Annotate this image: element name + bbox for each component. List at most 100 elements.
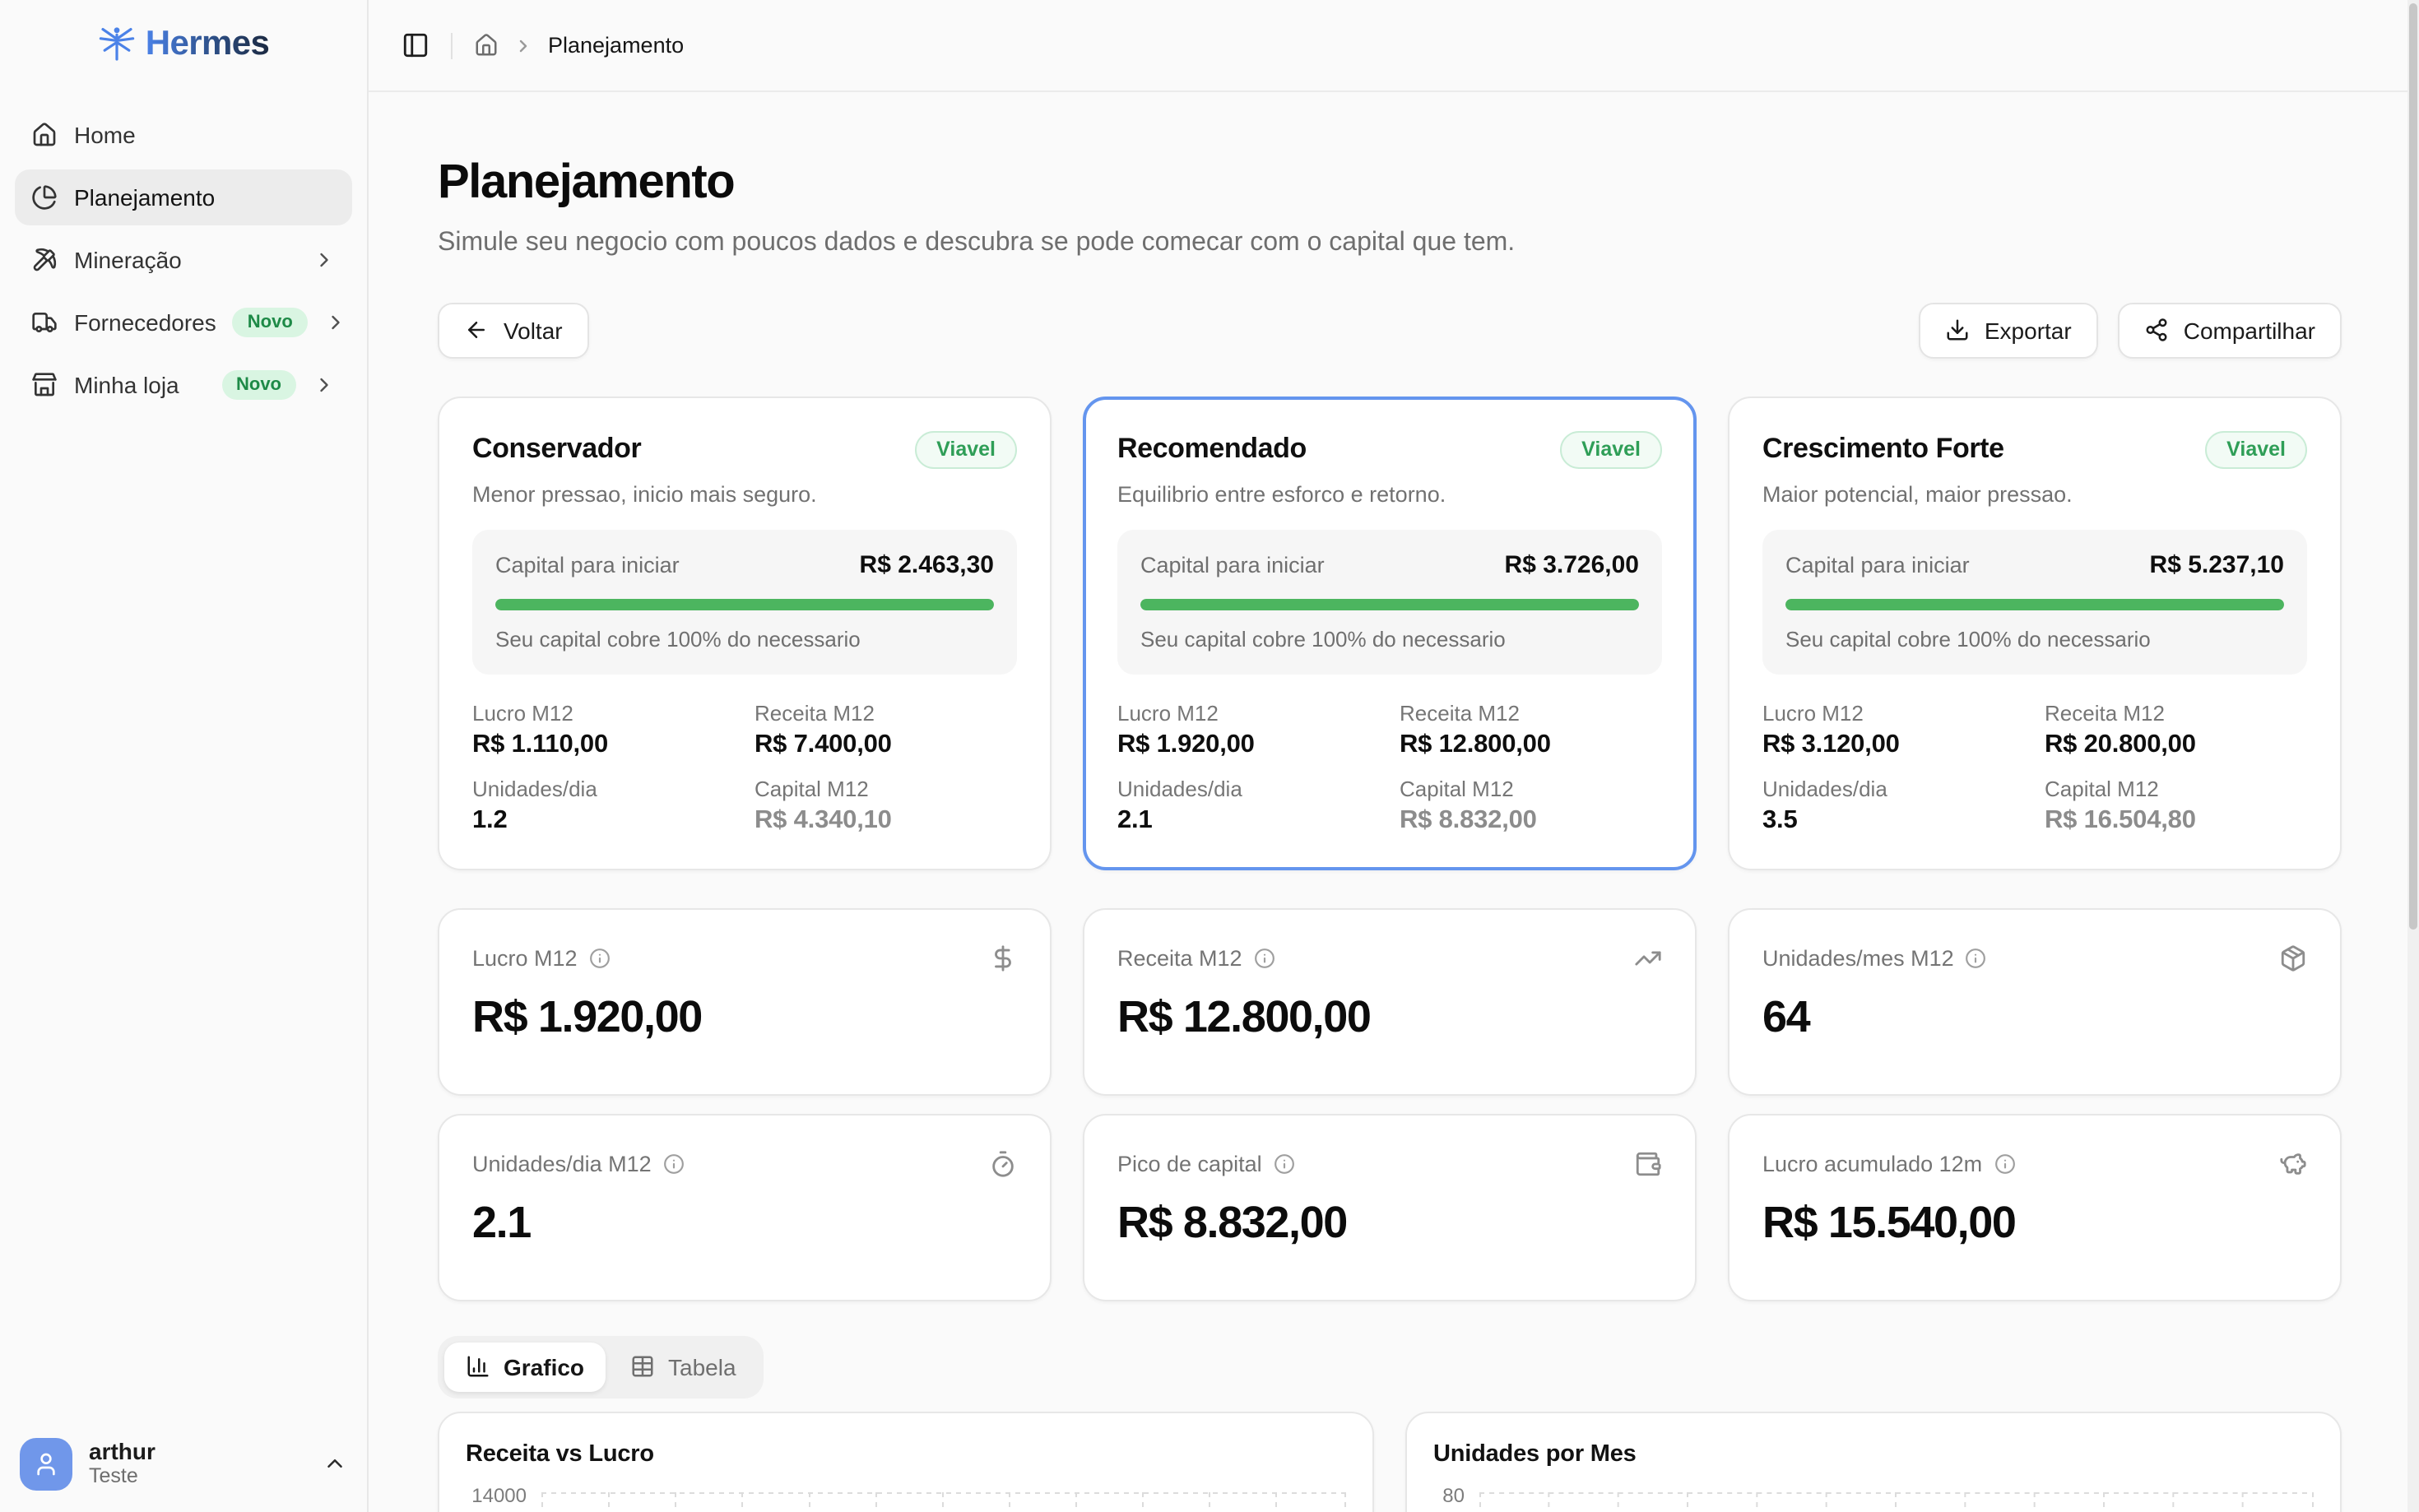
info-icon[interactable] [1966,948,1987,969]
stat-value: 2.1 [1117,805,1153,834]
stat: Unidades/dia 2.1 [1117,777,1380,836]
stat-label: Receita M12 [754,700,875,726]
timer-icon [989,1150,1017,1178]
chart-plot [1479,1491,2314,1512]
share-button[interactable]: Compartilhar [2117,302,2342,359]
capital-box: Capital para iniciar R$ 3.726,00 Seu cap… [1117,529,1662,675]
capital-label: Capital para iniciar [1785,552,1970,577]
stat-value: R$ 4.340,10 [754,805,892,834]
metric-value: 2.1 [472,1197,532,1247]
share-button-label: Compartilhar [2183,317,2315,344]
info-icon[interactable] [1254,948,1275,969]
metric-value: R$ 12.800,00 [1117,991,1372,1041]
capital-progress-bar [1785,598,2284,610]
user-menu[interactable]: arthur Teste [20,1437,347,1491]
scrollbar-thumb[interactable] [2409,3,2417,930]
chevron-right-icon [313,373,336,397]
info-icon[interactable] [1274,1153,1295,1175]
chart-title: Unidades por Mes [1433,1440,1637,1468]
user-icon [33,1451,59,1477]
piggy-bank-icon [2279,1150,2307,1178]
chart-column-icon [466,1355,490,1380]
chart-plot-area: 80 [1433,1486,2314,1512]
stat: Receita M12 R$ 12.800,00 [1400,701,1662,760]
sidebar-toggle-button[interactable] [402,31,429,59]
stat-value: 3.5 [1762,805,1798,834]
sidebar-item-label: Minha loja [74,372,179,398]
info-icon[interactable] [1994,1153,2015,1175]
actions-right: Exportar Compartilhar [1918,302,2342,359]
back-button[interactable]: Voltar [438,302,589,359]
export-button[interactable]: Exportar [1918,302,2098,359]
brand-logo: Hermes [0,0,367,84]
sidebar-item-planejamento[interactable]: Planejamento [15,169,352,225]
capital-progress-fill [1140,598,1639,610]
y-axis-tick: 80 [1442,1483,1465,1507]
wallet-icon [1634,1150,1662,1178]
sidebar-item-minha-loja[interactable]: Minha loja Novo [15,357,352,413]
scenario-card-conservador[interactable]: Conservador Viavel Menor pressao, inicio… [438,396,1052,870]
viavel-badge: Viavel [2205,430,2307,469]
scenario-description: Maior potencial, maior pressao. [1762,481,2073,507]
scenario-card-recomendado[interactable]: Recomendado Viavel Equilibrio entre esfo… [1083,396,1697,870]
stat-label: Unidades/dia [1762,776,1887,801]
scenario-title: Recomendado [1117,433,1307,465]
info-icon[interactable] [589,948,611,969]
info-icon[interactable] [663,1153,685,1175]
brand-name: Hermes [145,25,270,63]
view-tablist: Grafico Tabela [438,1335,764,1398]
metric-label: Pico de capital [1117,1151,1262,1176]
capital-box: Capital para iniciar R$ 2.463,30 Seu cap… [472,529,1017,675]
capital-note: Seu capital cobre 100% do necessario [1140,626,1506,652]
stat-label: Lucro M12 [472,700,573,726]
novo-badge: Novo [232,308,308,337]
capital-value: R$ 3.726,00 [1504,550,1639,579]
sidebar-item-mineracao[interactable]: Mineração [15,232,352,288]
stat-label: Lucro M12 [1762,700,1864,726]
table-icon [630,1355,655,1380]
sidebar-nav: Home Planejamento Mineração [0,84,367,413]
scenario-description: Equilibrio entre esforco e retorno. [1117,481,1446,507]
metric-value: R$ 8.832,00 [1117,1197,1348,1247]
stat-value: R$ 7.400,00 [754,730,892,758]
metric-label: Lucro acumulado 12m [1762,1151,1983,1176]
capital-note: Seu capital cobre 100% do necessario [495,626,861,652]
scenario-card-crescimento-forte[interactable]: Crescimento Forte Viavel Maior potencial… [1728,396,2342,870]
stat-value: 1.2 [472,805,508,834]
sidebar-item-fornecedores[interactable]: Fornecedores Novo [15,295,352,350]
scenario-title: Crescimento Forte [1762,433,2004,465]
sidebar-item-home[interactable]: Home [15,107,352,163]
sidebar: Hermes Home Planejamento Mineração [0,0,369,1512]
sparkle-caduceus-icon [98,25,137,64]
y-axis-tick: 14000 [471,1483,527,1507]
topbar-divider [451,32,453,58]
breadcrumb-current: Planejamento [548,33,685,58]
viavel-badge: Viavel [1560,430,1662,469]
tab-tabela[interactable]: Tabela [609,1343,758,1392]
chart-pie-icon [31,184,58,211]
stat: Lucro M12 R$ 1.110,00 [472,701,735,760]
metric-label: Unidades/mes M12 [1762,945,1954,971]
capital-progress-bar [1140,598,1639,610]
capital-progress-fill [495,598,994,610]
stat-label: Capital M12 [2045,776,2159,801]
truck-icon [31,309,58,336]
page-title: Planejamento [438,156,736,209]
capital-box: Capital para iniciar R$ 5.237,10 Seu cap… [1762,529,2307,675]
scrollbar[interactable] [2407,0,2419,1512]
metric-label: Receita M12 [1117,945,1242,971]
capital-label: Capital para iniciar [495,552,680,577]
stat-label: Unidades/dia [472,776,597,801]
user-meta: arthur Teste [89,1437,306,1491]
scenario-cards: Conservador Viavel Menor pressao, inicio… [438,396,2342,870]
tab-grafico[interactable]: Grafico [444,1342,606,1392]
receita-vs-lucro-plot-svg [541,1491,1346,1512]
metric-cards: Lucro M12 R$ 1.920,00 Receita M12 R$ 12.… [438,907,2342,1301]
package-icon [2279,944,2307,972]
stat-label: Unidades/dia [1117,776,1242,801]
chart-plot [541,1491,1346,1512]
chart-title: Receita vs Lucro [466,1440,654,1468]
chevron-up-icon [323,1452,347,1477]
home-breadcrumb-icon[interactable] [474,33,499,58]
